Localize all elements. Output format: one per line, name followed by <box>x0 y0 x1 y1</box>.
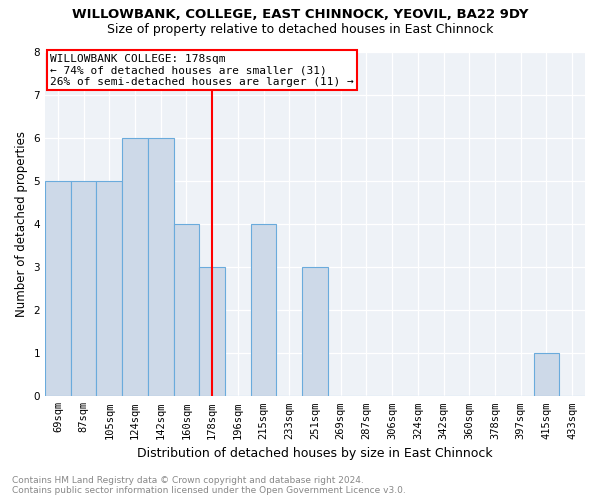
Text: Contains HM Land Registry data © Crown copyright and database right 2024.
Contai: Contains HM Land Registry data © Crown c… <box>12 476 406 495</box>
Text: Size of property relative to detached houses in East Chinnock: Size of property relative to detached ho… <box>107 22 493 36</box>
Bar <box>173 224 199 396</box>
Bar <box>302 267 328 396</box>
Bar <box>97 181 122 396</box>
Bar <box>122 138 148 396</box>
Text: WILLOWBANK, COLLEGE, EAST CHINNOCK, YEOVIL, BA22 9DY: WILLOWBANK, COLLEGE, EAST CHINNOCK, YEOV… <box>72 8 528 20</box>
Bar <box>533 353 559 397</box>
Bar <box>199 267 225 396</box>
Bar <box>148 138 173 396</box>
Y-axis label: Number of detached properties: Number of detached properties <box>15 131 28 317</box>
Text: WILLOWBANK COLLEGE: 178sqm
← 74% of detached houses are smaller (31)
26% of semi: WILLOWBANK COLLEGE: 178sqm ← 74% of deta… <box>50 54 354 87</box>
Bar <box>45 181 71 396</box>
Bar <box>71 181 97 396</box>
Bar <box>251 224 277 396</box>
X-axis label: Distribution of detached houses by size in East Chinnock: Distribution of detached houses by size … <box>137 447 493 460</box>
